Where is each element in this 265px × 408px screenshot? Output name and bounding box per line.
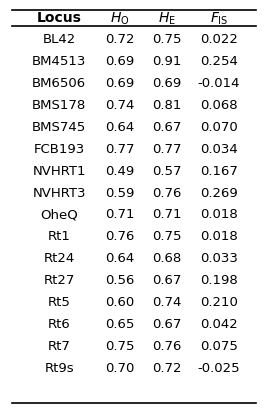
Text: 0.64: 0.64 bbox=[105, 121, 134, 134]
Text: Locus: Locus bbox=[37, 11, 82, 25]
Text: Rt24: Rt24 bbox=[43, 252, 75, 265]
Text: 0.269: 0.269 bbox=[200, 186, 238, 200]
Text: Rt1: Rt1 bbox=[48, 231, 70, 243]
Text: 0.022: 0.022 bbox=[200, 33, 238, 47]
Text: Rt27: Rt27 bbox=[43, 274, 75, 287]
Text: 0.56: 0.56 bbox=[105, 274, 134, 287]
Text: 0.198: 0.198 bbox=[200, 274, 238, 287]
Text: 0.69: 0.69 bbox=[105, 77, 134, 90]
Text: FCB193: FCB193 bbox=[33, 143, 85, 156]
Text: BL42: BL42 bbox=[42, 33, 76, 47]
Text: BMS745: BMS745 bbox=[32, 121, 86, 134]
Text: 0.67: 0.67 bbox=[152, 274, 181, 287]
Text: 0.075: 0.075 bbox=[200, 340, 238, 353]
Text: 0.67: 0.67 bbox=[152, 121, 181, 134]
Text: 0.49: 0.49 bbox=[105, 165, 134, 177]
Text: $\mathit{H}_{\mathrm{O}}$: $\mathit{H}_{\mathrm{O}}$ bbox=[110, 10, 129, 27]
Text: 0.070: 0.070 bbox=[200, 121, 238, 134]
Text: 0.74: 0.74 bbox=[152, 296, 181, 309]
Text: 0.81: 0.81 bbox=[152, 99, 181, 112]
Text: 0.167: 0.167 bbox=[200, 165, 238, 177]
Text: $\mathit{H}_{\mathrm{E}}$: $\mathit{H}_{\mathrm{E}}$ bbox=[158, 10, 176, 27]
Text: 0.72: 0.72 bbox=[152, 361, 181, 375]
Text: 0.72: 0.72 bbox=[105, 33, 134, 47]
Text: 0.75: 0.75 bbox=[152, 33, 181, 47]
Text: 0.018: 0.018 bbox=[200, 231, 238, 243]
Text: 0.76: 0.76 bbox=[105, 231, 134, 243]
Text: 0.57: 0.57 bbox=[152, 165, 181, 177]
Text: 0.91: 0.91 bbox=[152, 55, 181, 68]
Text: 0.77: 0.77 bbox=[152, 143, 181, 156]
Text: 0.67: 0.67 bbox=[152, 318, 181, 331]
Text: BM6506: BM6506 bbox=[32, 77, 86, 90]
Text: 0.042: 0.042 bbox=[200, 318, 238, 331]
Text: NVHRT1: NVHRT1 bbox=[32, 165, 86, 177]
Text: 0.65: 0.65 bbox=[105, 318, 134, 331]
Text: 0.71: 0.71 bbox=[152, 208, 181, 222]
Text: 0.68: 0.68 bbox=[152, 252, 181, 265]
Text: -0.014: -0.014 bbox=[198, 77, 240, 90]
Text: $\mathit{F}_{\mathrm{IS}}$: $\mathit{F}_{\mathrm{IS}}$ bbox=[210, 10, 228, 27]
Text: 0.75: 0.75 bbox=[152, 231, 181, 243]
Text: 0.60: 0.60 bbox=[105, 296, 134, 309]
Text: NVHRT3: NVHRT3 bbox=[32, 186, 86, 200]
Text: BM4513: BM4513 bbox=[32, 55, 86, 68]
Text: 0.77: 0.77 bbox=[105, 143, 134, 156]
Text: 0.018: 0.018 bbox=[200, 208, 238, 222]
Text: Rt9s: Rt9s bbox=[44, 361, 74, 375]
Text: 0.74: 0.74 bbox=[105, 99, 134, 112]
Text: 0.76: 0.76 bbox=[152, 186, 181, 200]
Text: 0.64: 0.64 bbox=[105, 252, 134, 265]
Text: OheQ: OheQ bbox=[40, 208, 78, 222]
Text: Rt6: Rt6 bbox=[48, 318, 70, 331]
Text: 0.068: 0.068 bbox=[200, 99, 238, 112]
Text: 0.75: 0.75 bbox=[105, 340, 134, 353]
Text: 0.69: 0.69 bbox=[105, 55, 134, 68]
Text: -0.025: -0.025 bbox=[198, 361, 240, 375]
Text: Rt7: Rt7 bbox=[48, 340, 70, 353]
Text: 0.210: 0.210 bbox=[200, 296, 238, 309]
Text: 0.69: 0.69 bbox=[152, 77, 181, 90]
Text: Rt5: Rt5 bbox=[48, 296, 70, 309]
Text: 0.70: 0.70 bbox=[105, 361, 134, 375]
Text: 0.59: 0.59 bbox=[105, 186, 134, 200]
Text: BMS178: BMS178 bbox=[32, 99, 86, 112]
Text: 0.71: 0.71 bbox=[105, 208, 134, 222]
Text: 0.033: 0.033 bbox=[200, 252, 238, 265]
Text: 0.034: 0.034 bbox=[200, 143, 238, 156]
Text: 0.76: 0.76 bbox=[152, 340, 181, 353]
Text: 0.254: 0.254 bbox=[200, 55, 238, 68]
